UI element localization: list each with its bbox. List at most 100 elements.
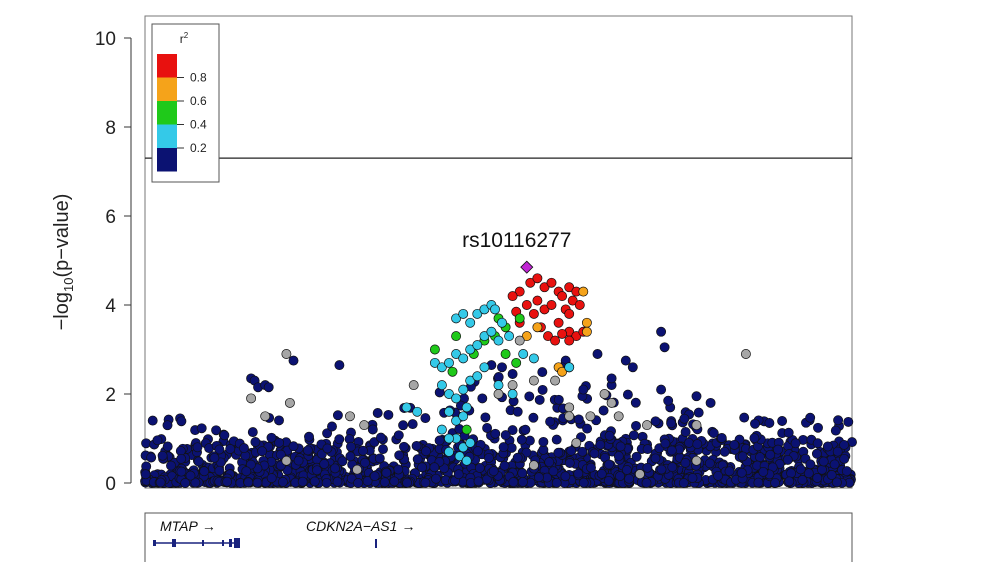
gene-track: MTAP → CDKN2A−AS1 → (144, 512, 853, 562)
snp-point (453, 469, 464, 480)
snp-point (275, 449, 286, 460)
snp-point (247, 427, 258, 438)
snp-point (477, 393, 488, 404)
snp-point-red (514, 286, 525, 297)
snp-point (770, 477, 781, 488)
snp-point-grey (284, 397, 295, 408)
snp-point-orange (581, 317, 592, 328)
snp-point-grey (613, 411, 624, 422)
snp-point (293, 455, 304, 466)
snp-point (566, 445, 577, 456)
snp-point (578, 477, 589, 488)
snp-point-grey (606, 397, 617, 408)
snp-point-cyan (518, 349, 529, 359)
snp-point (817, 464, 827, 475)
snp-point (274, 437, 285, 448)
legend-swatch (157, 148, 177, 172)
snp-point (209, 452, 220, 463)
snp-point (524, 391, 535, 402)
snp-point (214, 465, 225, 476)
snp-point-cyan (472, 371, 483, 382)
snp-point (708, 428, 719, 439)
snp-point (508, 477, 519, 488)
legend-swatch (157, 124, 177, 148)
snp-point (402, 477, 413, 488)
snp-point (650, 416, 661, 427)
snp-point (507, 369, 518, 379)
snp-point (783, 427, 794, 438)
snp-point (666, 418, 677, 429)
snp-point (429, 462, 440, 473)
snp-point-cyan (461, 455, 472, 466)
snp-point-red (557, 291, 568, 302)
snp-point-red (507, 291, 518, 302)
snp-point-cyan (444, 389, 454, 399)
snp-point (719, 446, 730, 457)
snp-point (524, 435, 535, 446)
snp-point (193, 456, 204, 467)
gene-model-mtap (153, 538, 240, 548)
snp-point-cyan (564, 362, 575, 373)
snp-point (393, 464, 404, 475)
snp-point (302, 445, 313, 456)
snp-point (190, 477, 201, 488)
snp-point-cyan (465, 375, 476, 386)
snp-point-cyan (465, 344, 476, 355)
snp-point (297, 476, 308, 487)
snp-point-cyan (472, 308, 483, 319)
snp-point (641, 477, 652, 488)
y-tick-label: 4 (105, 296, 116, 317)
snp-point-grey (740, 349, 751, 359)
snp-point (839, 439, 850, 450)
snp-point-cyan (451, 313, 462, 324)
snp-point-cyan (458, 411, 469, 422)
snp-point-cyan (490, 304, 500, 315)
snp-point-grey (564, 402, 575, 413)
snp-point (724, 466, 735, 477)
snp-point (322, 428, 333, 439)
snp-point-grey (514, 335, 525, 346)
snp-point-grey (550, 375, 561, 386)
snp-point-green (447, 366, 458, 377)
snp-point-cyan (436, 380, 447, 391)
gene-label-cdkn2a-as1: CDKN2A−AS1 → (306, 518, 415, 534)
snp-point-red (564, 282, 575, 293)
snp-point (832, 446, 843, 457)
snp-point-cyan (412, 406, 423, 417)
snp-point (736, 467, 747, 478)
snp-point (753, 477, 764, 488)
snp-point-orange (521, 331, 532, 342)
snp-point (656, 326, 667, 337)
snp-point (176, 453, 187, 464)
snp-point-grey (691, 455, 702, 466)
snp-point (642, 444, 653, 455)
snp-point-red (564, 335, 575, 346)
snp-point (615, 441, 626, 452)
snp-point (615, 471, 625, 482)
snp-point (399, 441, 409, 452)
snp-point (219, 430, 230, 441)
snp-point (288, 441, 299, 452)
snp-point (812, 438, 823, 449)
snp-point-cyan (497, 317, 507, 328)
snp-point (378, 444, 388, 455)
snp-point (389, 476, 400, 487)
snp-point-cyan (479, 304, 490, 315)
snp-point-grey (493, 389, 504, 399)
snp-point (548, 466, 559, 477)
snp-point (544, 457, 555, 468)
snp-point (813, 422, 823, 433)
snp-point (595, 439, 606, 450)
snp-point (512, 406, 523, 417)
legend-swatch (157, 101, 177, 125)
snp-point (517, 468, 528, 479)
snp-point-red (550, 335, 561, 346)
snp-point-cyan (436, 424, 447, 435)
snp-point (545, 416, 556, 427)
snp-point (765, 449, 776, 460)
snp-point (604, 459, 614, 470)
snp-point-green (511, 357, 522, 368)
snp-point-grey (352, 464, 363, 475)
snp-point (604, 430, 615, 441)
